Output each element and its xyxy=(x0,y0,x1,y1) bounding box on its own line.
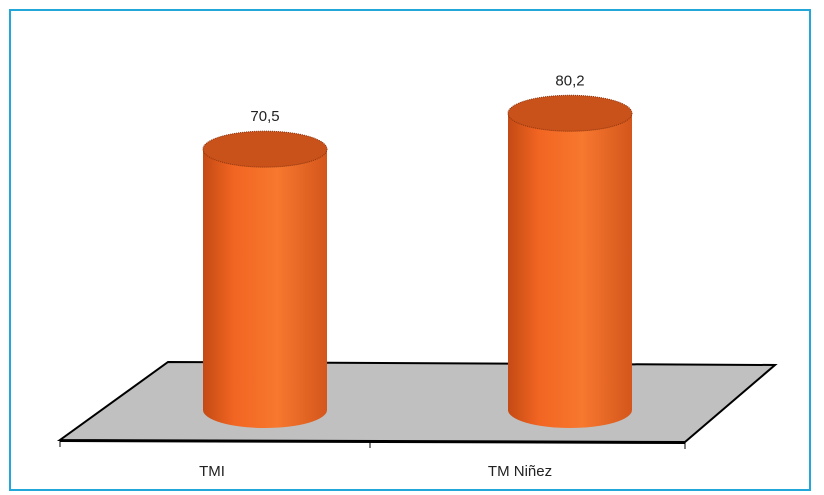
bar-body xyxy=(508,113,632,428)
value-label: 80,2 xyxy=(555,72,584,89)
bar-body xyxy=(203,149,327,428)
bar-top xyxy=(507,94,633,132)
category-label: TM Niñez xyxy=(488,463,552,480)
chart-floor xyxy=(56,360,778,444)
category-label: TMI xyxy=(199,463,225,480)
x-axis-line xyxy=(59,440,686,444)
bar-top xyxy=(202,130,328,168)
bars-layer xyxy=(202,94,633,428)
bar-2 xyxy=(507,94,633,428)
labels-layer: 70,5 TMI 80,2 TM Niñez xyxy=(199,72,585,480)
bar-1 xyxy=(202,130,328,428)
value-label: 70,5 xyxy=(250,108,279,125)
